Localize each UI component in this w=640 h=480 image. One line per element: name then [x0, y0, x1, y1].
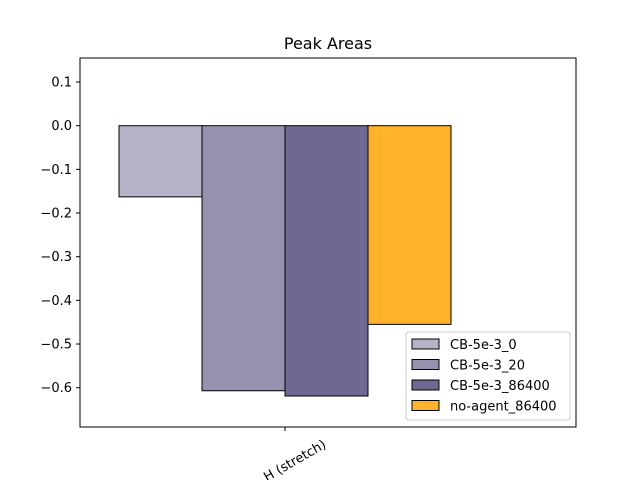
legend-label: CB-5e-3_20 — [450, 359, 525, 374]
y-tick-label: −0.2 — [40, 207, 72, 222]
bar-cb-5e-3-0 — [118, 125, 203, 198]
legend-label: CB-5e-3_86400 — [450, 379, 550, 394]
y-axis: 0.1 0.0 −0.1 −0.2 −0.3 −0.4 −0.5 −0.6 — [40, 76, 80, 396]
legend-swatch — [411, 379, 440, 391]
bar-no-agent-86400 — [367, 125, 452, 325]
y-tick-label: −0.6 — [40, 381, 72, 396]
y-tick-label: −0.5 — [40, 338, 72, 353]
bar-cb-5e-3-20 — [201, 125, 286, 392]
y-tick-label: 0.1 — [51, 76, 72, 91]
legend-label: CB-5e-3_0 — [450, 338, 517, 353]
y-tick-label: −0.3 — [40, 250, 72, 265]
y-tick-label: 0.0 — [51, 119, 72, 134]
plot-frame — [79, 57, 577, 428]
bars-group — [118, 125, 452, 397]
legend-box — [405, 331, 571, 421]
y-tick-label: −0.4 — [40, 294, 72, 309]
bar-cb-5e-3-86400 — [284, 125, 369, 397]
legend-label: no-agent_86400 — [450, 400, 557, 415]
x-tick-label: ...H (stretch) — [251, 437, 329, 480]
legend: CB-5e-3_0 CB-5e-3_20 CB-5e-3_86400 no-agent… — [405, 331, 571, 421]
chart-title: Peak Areas — [284, 34, 372, 53]
legend-swatch — [411, 338, 440, 350]
legend-swatch — [411, 359, 440, 370]
x-axis: ...H (stretch) — [251, 427, 329, 480]
y-tick-label: −0.1 — [40, 163, 72, 178]
legend-swatch — [411, 400, 440, 411]
